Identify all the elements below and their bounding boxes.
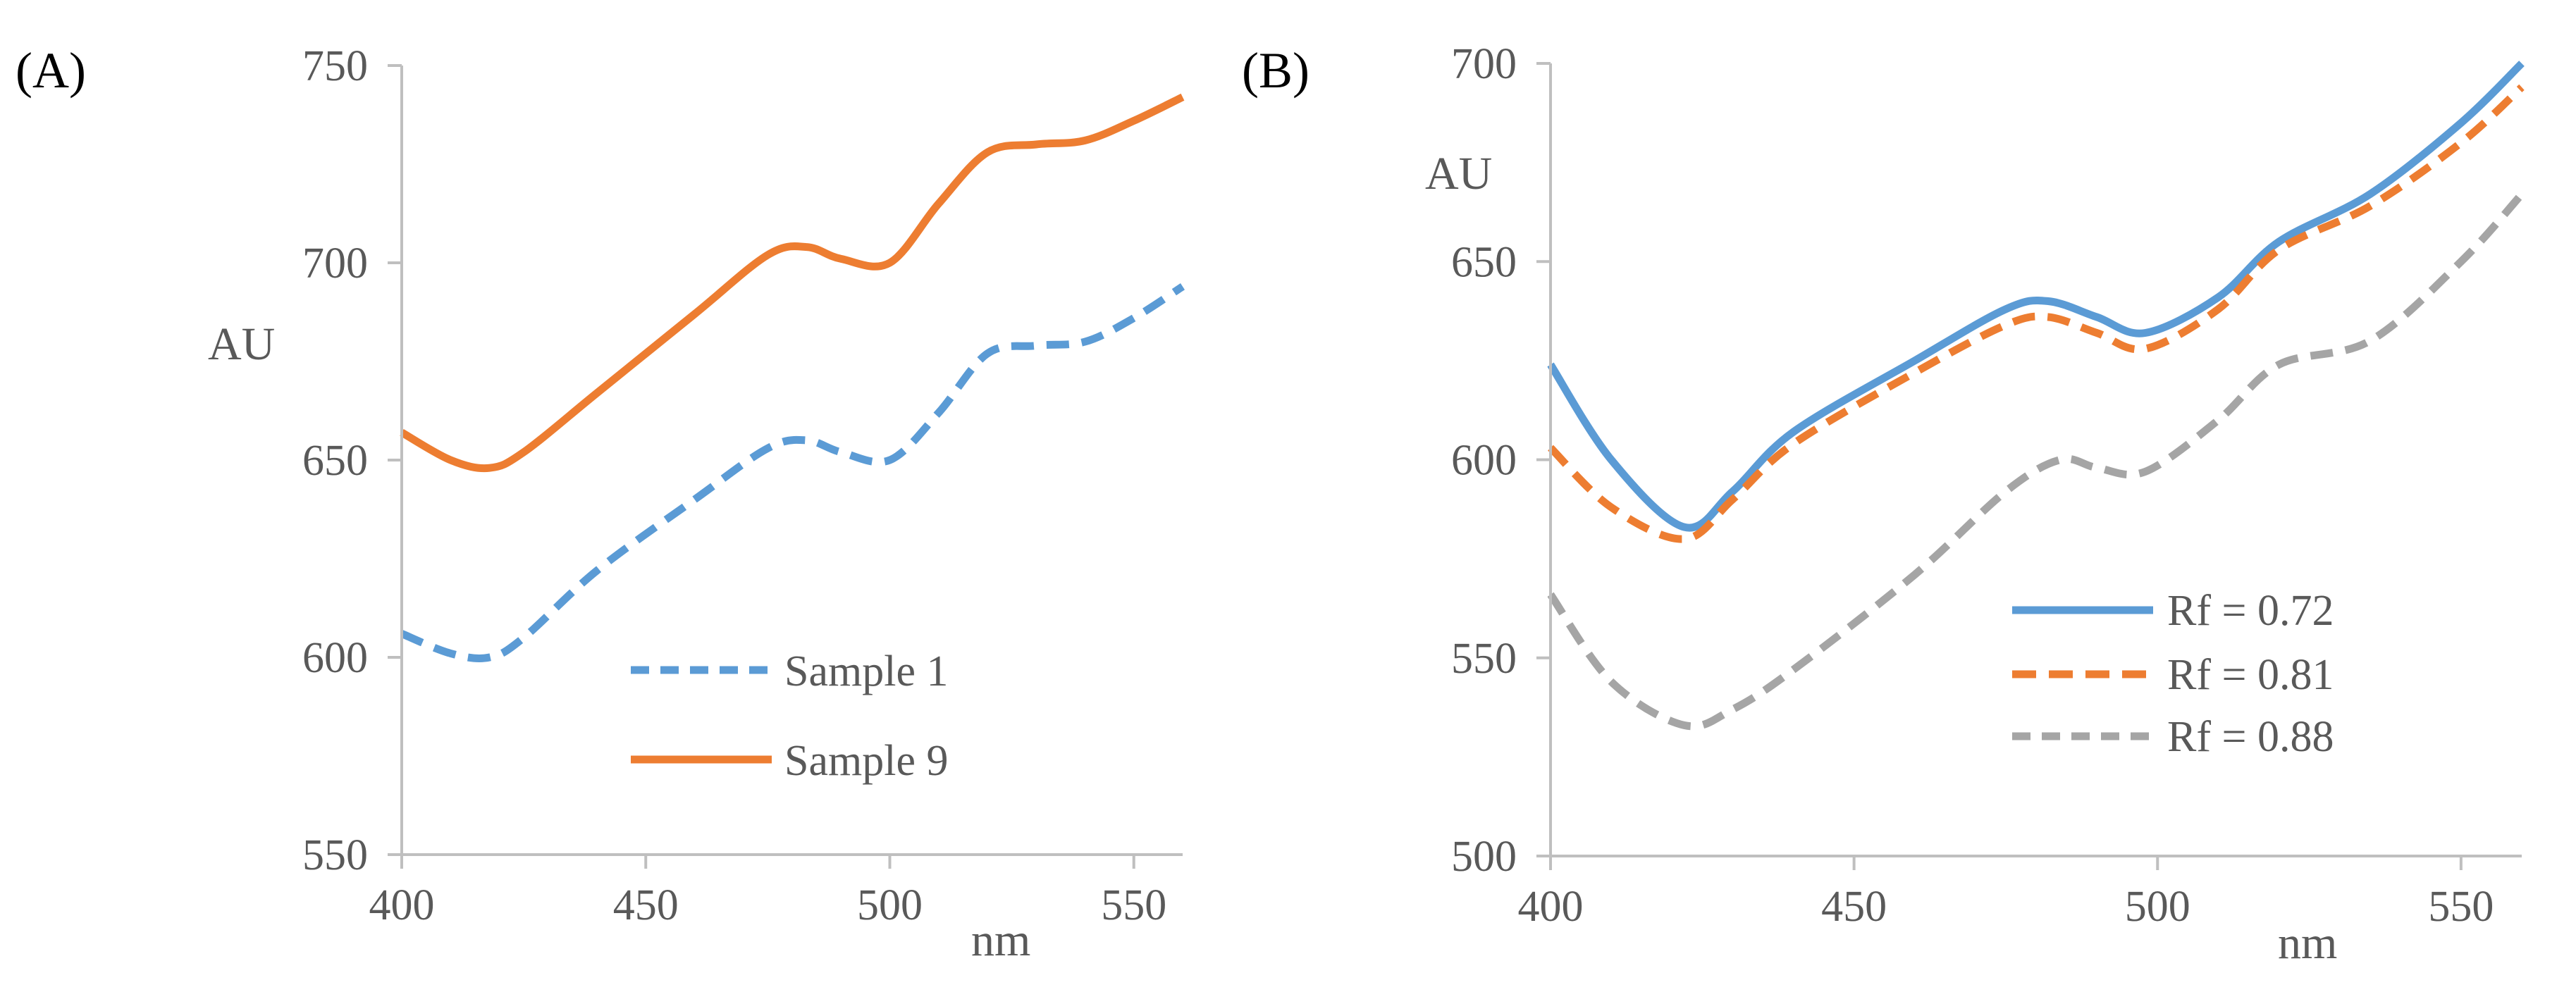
panel-b-y-tick-label: 600 [1451, 437, 1517, 485]
legend-entry-rf-088: Rf = 0.88 [2012, 713, 2334, 761]
panel-a: (A) 550 600 650 700 750 400 450 500 550 AU nm Sa… [16, 42, 1185, 966]
panel-b-legend: Rf = 0.72 Rf = 0.81 Rf = 0.88 [2012, 587, 2334, 761]
legend-label-sample-9: Sample 9 [784, 737, 948, 785]
panel-b-x-tick-label: 500 [2125, 883, 2190, 931]
panel-b-series-line-2 [1548, 84, 2525, 543]
panel-b-x-tick-label: 550 [2428, 883, 2494, 931]
panel-a-series-line-2 [400, 93, 1185, 473]
panel-a-y-tick-label: 750 [302, 42, 368, 90]
panel-a-x-axis-title: nm [971, 914, 1030, 966]
panel-a-label: (A) [16, 42, 86, 99]
panel-b-label: (B) [1242, 42, 1309, 99]
panel-b-y-tick-label: 500 [1451, 833, 1517, 881]
panel-a-x-tick-label: 400 [369, 881, 435, 929]
panel-b-y-tick-label: 650 [1451, 238, 1517, 286]
panel-b: (B) 500 550 600 650 700 400 450 500 550 AU nm Rf… [1242, 40, 2525, 969]
panel-a-y-tick-label: 600 [302, 634, 368, 682]
panel-b-y-tick-label: 550 [1451, 635, 1517, 683]
panel-b-x-axis-title: nm [2278, 917, 2337, 969]
legend-entry-sample-9: Sample 9 [631, 737, 948, 785]
legend-entry-rf-081: Rf = 0.81 [2012, 651, 2334, 699]
panel-a-y-tick-label: 650 [302, 437, 368, 485]
panel-b-x-tick-label: 400 [1518, 883, 1584, 931]
panel-a-legend: Sample 1 Sample 9 [631, 647, 948, 785]
panel-b-x-tick-label: 450 [1821, 883, 1887, 931]
panel-b-series-line-1 [1547, 61, 2525, 532]
panel-a-y-tick-label: 700 [302, 240, 368, 287]
panel-b-y-axis-title: AU [1425, 148, 1492, 199]
panel-a-y-axis-title: AU [208, 318, 275, 370]
panel-a-x-tick-label: 550 [1101, 881, 1166, 929]
panel-b-series-line-3 [1547, 191, 2525, 731]
legend-label-sample-1: Sample 1 [784, 647, 948, 695]
panel-a-series-line-1 [400, 283, 1185, 662]
legend-entry-sample-1: Sample 1 [631, 647, 948, 695]
legend-label-rf-088: Rf = 0.88 [2167, 713, 2334, 761]
panel-a-x-tick-label: 500 [857, 881, 923, 929]
panel-a-y-tick-label: 550 [302, 831, 368, 879]
panel-b-y-tick-label: 700 [1451, 40, 1517, 88]
panel-a-x-tick-label: 450 [613, 881, 679, 929]
legend-label-rf-081: Rf = 0.81 [2167, 651, 2334, 699]
legend-entry-rf-072: Rf = 0.72 [2012, 587, 2334, 635]
legend-label-rf-072: Rf = 0.72 [2167, 587, 2334, 635]
